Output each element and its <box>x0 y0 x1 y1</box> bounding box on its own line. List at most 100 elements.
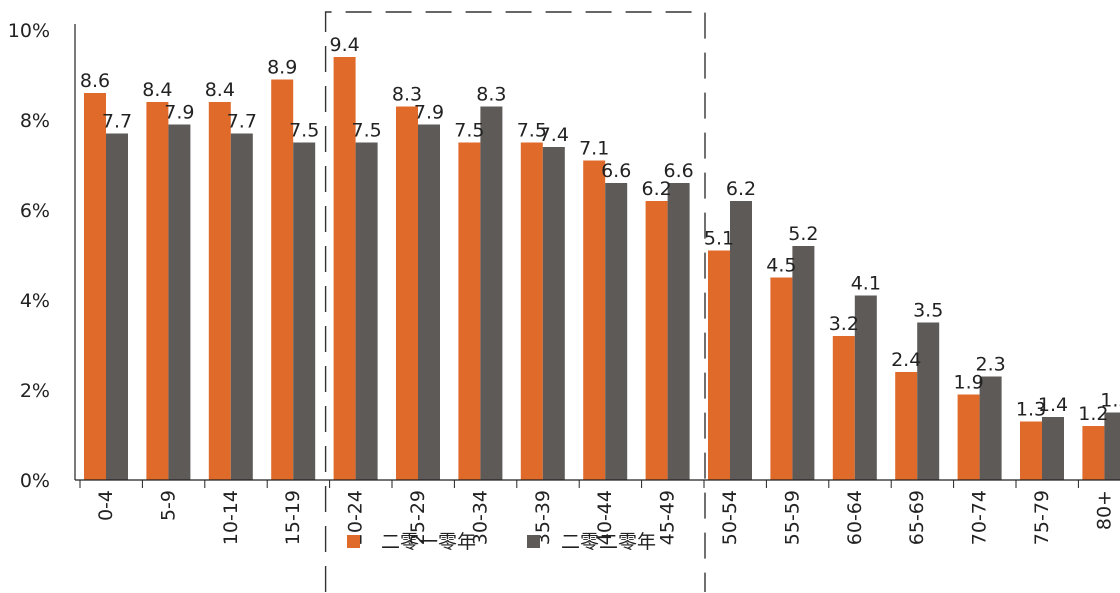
y-tick-label: 2% <box>20 380 50 402</box>
bar <box>106 133 128 480</box>
highlight-box <box>324 11 706 592</box>
data-label: 7.7 <box>227 111 257 133</box>
bar <box>667 183 690 480</box>
bar <box>520 142 543 480</box>
data-label: 6.2 <box>641 178 671 200</box>
bar <box>979 376 1002 480</box>
bar <box>1020 421 1042 480</box>
bar <box>605 183 628 480</box>
bar <box>770 277 793 480</box>
x-tick-label: 10-14 <box>220 490 242 545</box>
legend-label: 二零一零年 <box>381 531 476 553</box>
x-tick-label: 20-24 <box>345 490 367 545</box>
data-label: 5.1 <box>704 228 734 250</box>
x-tick-label: 80+ <box>1093 490 1115 530</box>
data-label: 7.4 <box>539 124 569 146</box>
bar <box>957 394 980 480</box>
data-label: 7.1 <box>579 138 609 160</box>
data-label: 8.9 <box>267 57 297 79</box>
bar <box>1082 426 1105 480</box>
data-label: 6.6 <box>601 160 631 182</box>
data-label: 6.2 <box>726 178 756 200</box>
x-tick-label: 0-4 <box>95 490 117 521</box>
data-label: 7.5 <box>454 120 484 142</box>
bar <box>208 102 231 480</box>
x-tick-label: 50-54 <box>719 490 741 545</box>
data-label: 9.4 <box>329 34 359 56</box>
bars <box>84 57 1120 480</box>
x-tick-label: 70-74 <box>969 490 991 545</box>
x-tick-label: 75-79 <box>1031 490 1053 545</box>
y-tick-label: 8% <box>20 110 50 132</box>
y-tick-label: 0% <box>20 470 50 492</box>
data-label: 7.9 <box>164 102 194 124</box>
data-label: 7.5 <box>517 120 547 142</box>
x-tick-label: 5-9 <box>157 490 179 521</box>
x-tick-label: 65-69 <box>906 490 928 545</box>
x-tick-label: 45-49 <box>657 490 679 545</box>
legend-label: 二零二零年 <box>561 531 656 553</box>
bar <box>418 124 440 480</box>
data-label: 3.5 <box>913 300 943 322</box>
data-label: 8.4 <box>142 79 172 101</box>
x-tick-label: 40-44 <box>594 490 616 545</box>
x-tick-label: 30-34 <box>469 490 491 545</box>
highlight-dashed-border <box>324 11 706 592</box>
bar <box>458 142 481 480</box>
data-label: 3.2 <box>829 313 859 335</box>
bar <box>708 250 730 480</box>
data-label: 2.4 <box>891 349 921 371</box>
x-axis: 0-4 5-9 10-14 15-19 20-24 25-29 30-34 35-39 40-4… <box>75 479 1120 545</box>
bar <box>1104 412 1120 480</box>
legend-swatch <box>527 535 540 548</box>
bar <box>293 142 316 480</box>
data-label: 8.3 <box>476 84 506 106</box>
legend: 二零一零年 二零二零年 <box>347 531 656 553</box>
y-axis: 0% 2% 4% 6% 8% 10% <box>8 20 76 492</box>
data-label: 1.2 <box>1078 403 1108 425</box>
bar <box>542 147 565 480</box>
data-label: 1.9 <box>953 372 983 394</box>
bar <box>146 102 169 480</box>
y-tick-label: 10% <box>8 20 50 42</box>
data-label: 8.6 <box>80 70 110 92</box>
x-tick-label: 35-39 <box>532 490 554 545</box>
data-label: 2.3 <box>975 354 1005 376</box>
bar <box>396 106 418 480</box>
bar <box>84 93 106 480</box>
bar <box>854 295 877 480</box>
bar <box>333 57 356 480</box>
data-label: 6.6 <box>663 160 693 182</box>
data-label: 1.5 <box>1100 390 1120 412</box>
data-label: 1.3 <box>1016 399 1046 421</box>
bar <box>230 133 253 480</box>
data-label: 8.4 <box>205 79 235 101</box>
legend-swatch <box>347 535 360 548</box>
x-tick-label: 15-19 <box>282 490 304 545</box>
bar <box>730 201 752 480</box>
bar <box>895 372 918 480</box>
bar <box>832 336 855 480</box>
bar <box>917 322 940 480</box>
bar <box>792 246 815 480</box>
bar <box>271 79 294 480</box>
bar <box>168 124 191 480</box>
data-label: 5.2 <box>788 223 818 245</box>
bar <box>355 142 378 480</box>
x-tick-label: 55-59 <box>781 490 803 545</box>
data-label: 4.5 <box>766 255 796 277</box>
y-tick-label: 4% <box>20 290 50 312</box>
data-label: 7.9 <box>414 102 444 124</box>
data-label: 8.3 <box>392 84 422 106</box>
data-label: 7.5 <box>351 120 381 142</box>
data-label: 1.4 <box>1038 394 1068 416</box>
data-label: 7.7 <box>102 111 132 133</box>
bar <box>480 106 503 480</box>
x-tick-label: 60-64 <box>844 490 866 545</box>
bar <box>583 160 606 480</box>
x-tick-label: 25-29 <box>407 490 429 545</box>
data-labels: 8.6 8.4 8.4 8.9 9.4 8.3 7.5 7.5 7.1 6.2 5.1 4.5 3.2 2… <box>80 34 1120 425</box>
data-label: 4.1 <box>851 273 881 295</box>
bar <box>1042 417 1064 480</box>
